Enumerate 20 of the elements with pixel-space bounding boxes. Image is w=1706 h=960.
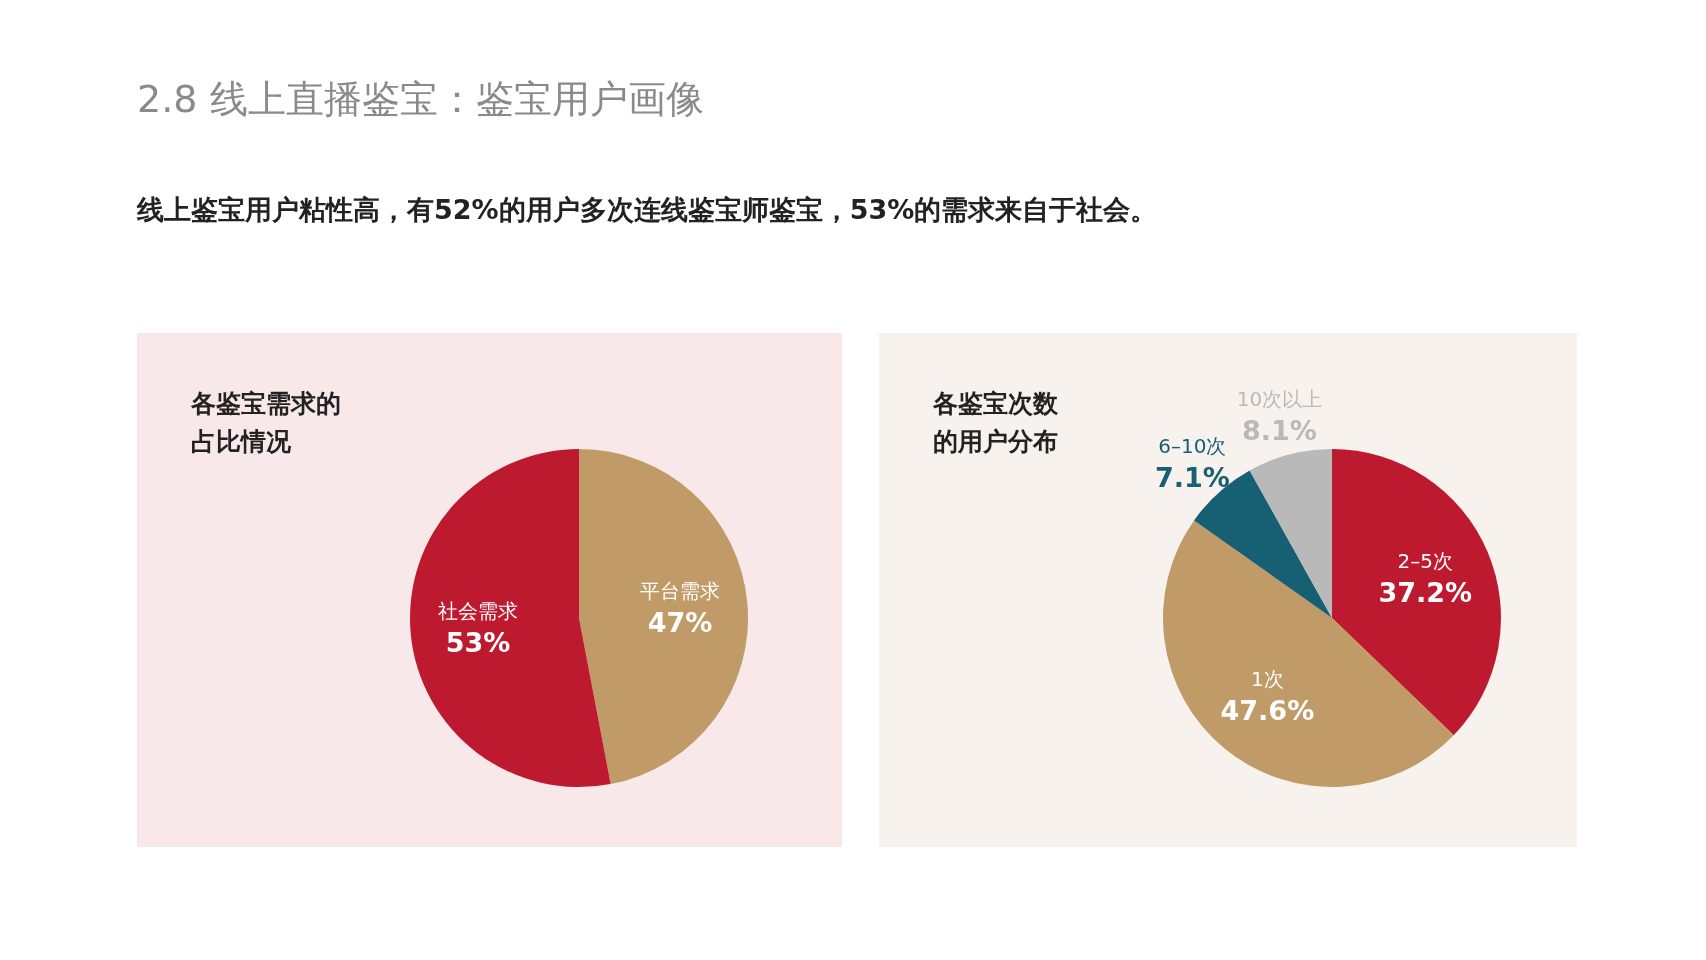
slice-label: 1次 xyxy=(1251,667,1284,692)
pie-slice xyxy=(579,449,748,785)
text: 各鉴宝次数的用户分布 xyxy=(933,388,1059,458)
text: 线上鉴宝用户粘性高，有52%的用户多次连线鉴宝师鉴宝，53%的需求来自于社会。 xyxy=(137,193,1158,227)
data-label: 37.2% xyxy=(1378,577,1473,609)
pie-slice xyxy=(1249,449,1332,618)
pie-slice xyxy=(1332,449,1501,736)
data-label: 8.1% xyxy=(1241,414,1317,446)
slice-label: 平台需求 xyxy=(639,579,720,604)
text: 2.8 线上直播鉴宝：鉴宝用户画像 xyxy=(137,76,704,123)
data-label: 47% xyxy=(647,607,713,639)
slice-label: 10次以上 xyxy=(1236,386,1323,411)
slice-label: 6–10次 xyxy=(1158,433,1227,458)
slice-label: 社会需求 xyxy=(438,598,519,623)
pie-slice xyxy=(410,449,611,787)
data-label: 47.6% xyxy=(1220,695,1315,727)
chart-title: 各鉴宝需求的占比情况 xyxy=(191,388,342,458)
data-label: 7.1% xyxy=(1154,461,1230,493)
slice-label: 2–5次 xyxy=(1397,549,1454,574)
data-label: 53% xyxy=(445,626,511,658)
